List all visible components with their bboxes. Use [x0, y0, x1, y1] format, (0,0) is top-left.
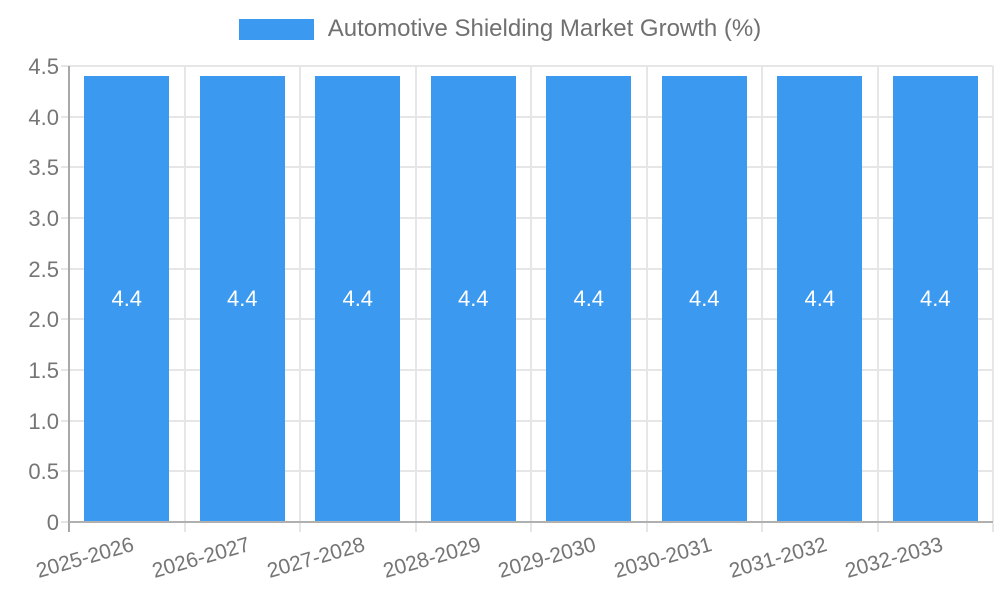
x-tick-mark — [414, 523, 417, 532]
gridline-vertical — [183, 66, 186, 522]
y-tick-label: 2.0 — [28, 307, 59, 333]
y-axis-line — [68, 66, 70, 532]
bar-value-label: 4.4 — [342, 286, 374, 312]
bar — [199, 76, 285, 522]
chart-legend: Automotive Shielding Market Growth (%) — [0, 17, 1000, 41]
legend-label: Automotive Shielding Market Growth (%) — [327, 15, 762, 42]
gridline-vertical — [530, 66, 532, 522]
x-tick-label: 2031-2032 — [726, 533, 830, 583]
x-tick-mark — [299, 523, 301, 532]
x-tick-label: 2028-2029 — [380, 533, 484, 583]
gridline-vertical — [876, 66, 879, 522]
y-tick-mark — [61, 267, 69, 270]
gridline-vertical — [645, 66, 648, 522]
x-tick-label: 2030-2031 — [611, 533, 715, 583]
y-tick-mark — [61, 419, 69, 422]
y-tick-label: 0 — [46, 510, 59, 535]
y-tick-mark — [61, 65, 69, 67]
y-tick-label: 2.5 — [28, 256, 59, 282]
y-tick-label: 1.0 — [28, 408, 59, 434]
y-tick-mark — [61, 115, 69, 118]
gridline-vertical — [414, 66, 417, 522]
y-tick-mark — [61, 521, 69, 523]
x-tick-label: 2027-2028 — [264, 533, 368, 583]
x-axis-line — [69, 521, 993, 523]
bar-value-label: 4.4 — [573, 286, 605, 312]
x-tick-label: 2026-2027 — [149, 533, 253, 583]
y-tick-mark — [61, 470, 69, 473]
bar-value-label: 4.4 — [226, 286, 258, 312]
x-tick-mark — [761, 523, 763, 532]
gridline-vertical — [992, 66, 994, 522]
y-tick-label: 3.5 — [28, 155, 59, 181]
legend-swatch — [238, 18, 314, 40]
x-tick-label: 2029-2030 — [495, 533, 599, 583]
y-tick-mark — [61, 166, 69, 169]
x-tick-mark — [183, 523, 186, 532]
bar-value-label: 4.4 — [457, 286, 489, 312]
gridline-vertical — [761, 66, 763, 522]
y-tick-label: 4.0 — [28, 104, 59, 130]
bar-value-label: 4.4 — [111, 286, 143, 312]
y-tick-mark — [61, 318, 69, 321]
x-tick-mark — [876, 523, 879, 532]
x-tick-mark — [645, 523, 648, 532]
x-tick-label: 2032-2033 — [842, 533, 946, 583]
bar — [546, 76, 632, 522]
x-tick-label: 2025-2026 — [33, 533, 137, 583]
x-tick-mark — [992, 523, 994, 532]
bar-value-label: 4.4 — [804, 286, 836, 312]
bar-value-label: 4.4 — [688, 286, 720, 312]
bar — [892, 76, 978, 522]
y-tick-mark — [61, 369, 69, 371]
bar-value-label: 4.4 — [919, 286, 951, 312]
bar — [777, 76, 863, 522]
bar — [84, 76, 170, 522]
gridline-vertical — [299, 66, 301, 522]
bar — [315, 76, 401, 522]
bar — [661, 76, 747, 522]
y-tick-label: 4.5 — [28, 54, 59, 79]
y-tick-label: 1.5 — [28, 358, 59, 383]
y-tick-mark — [61, 217, 69, 219]
x-tick-mark — [530, 523, 532, 532]
bar — [430, 76, 516, 522]
y-tick-label: 3.0 — [28, 206, 59, 231]
y-tick-label: 0.5 — [28, 459, 59, 485]
